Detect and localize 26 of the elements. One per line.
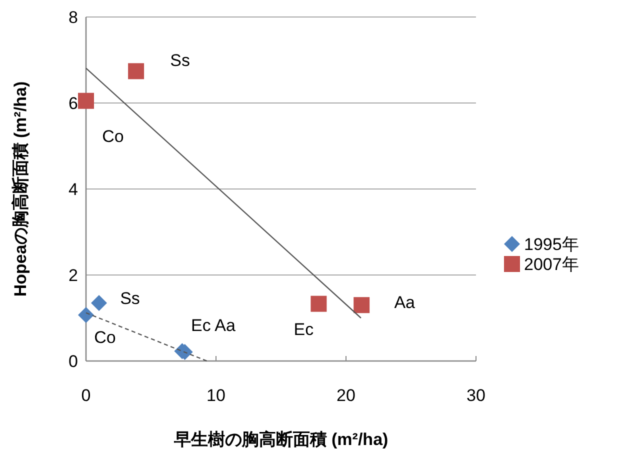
x-tick-label: 30 — [466, 386, 486, 405]
y-tick-label: 8 — [68, 8, 78, 27]
data-label: Aa — [394, 293, 416, 312]
data-label: Ss — [120, 288, 140, 308]
y-tick-label: 2 — [68, 266, 78, 285]
data-label: Ec — [294, 320, 314, 339]
data-label: Ec Aa — [190, 316, 236, 336]
point — [354, 297, 370, 314]
x-tick-label: 0 — [81, 386, 91, 405]
x-axis-title: 早生樹の胸高断面積 (m²/ha) — [172, 430, 388, 449]
y-axis-title: Hopeaの胸高断面積 (m²/ha) — [11, 81, 30, 297]
y-tick-label: 0 — [68, 352, 78, 371]
x-tick-label: 20 — [336, 386, 356, 405]
data-label: Co — [94, 328, 116, 347]
y-tick-label: 4 — [68, 180, 78, 199]
point — [128, 63, 144, 80]
x-tick-label: 10 — [206, 386, 226, 405]
data-label: Co — [102, 126, 124, 146]
point — [78, 306, 94, 323]
y-tick-label: 6 — [68, 94, 78, 113]
point — [310, 296, 327, 312]
data-label: Ss — [170, 51, 190, 70]
point — [91, 294, 107, 311]
point — [78, 92, 94, 109]
legend-label: 2007年 — [524, 255, 579, 274]
legend-label: 1995年 — [524, 235, 579, 254]
